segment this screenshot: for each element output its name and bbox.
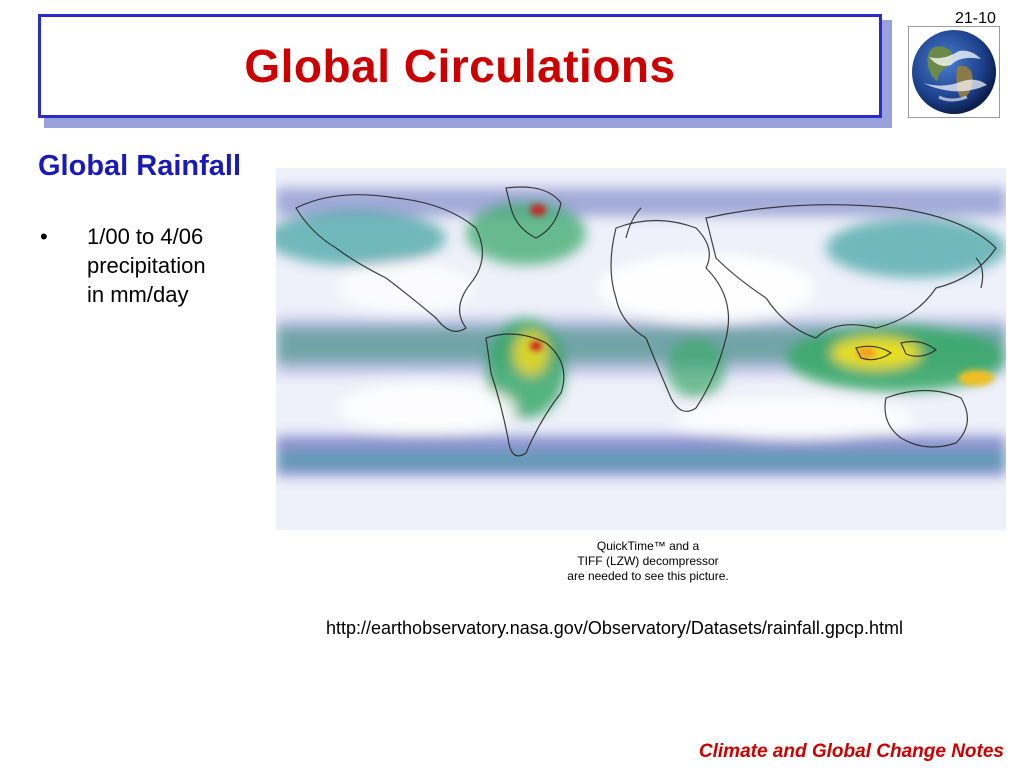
coastline-outlines	[295, 186, 997, 457]
slide-number: 21-10	[955, 10, 996, 27]
bullet-marker: •	[40, 224, 48, 249]
section-heading: Global Rainfall	[38, 150, 242, 182]
placeholder-line: TIFF (LZW) decompressor	[577, 554, 719, 568]
global-rainfall-map-image	[266, 168, 1006, 530]
footer-text: Climate and Global Change Notes	[698, 741, 1004, 762]
placeholder-line: QuickTime™ and a	[596, 539, 700, 553]
bullet-line: 1/00 to 4/06	[87, 224, 204, 249]
bullet-line: precipitation	[87, 253, 206, 278]
globe-icon	[912, 30, 996, 114]
image-placeholder-note: QuickTime™ and a TIFF (LZW) decompressor…	[540, 539, 756, 584]
earth-globe-image	[908, 26, 1000, 118]
rainfall-map	[266, 168, 1006, 530]
slide-title: Global Circulations	[244, 40, 676, 92]
bullet-line: in mm/day	[87, 282, 189, 307]
source-url: http://earthobservatory.nasa.gov/Observa…	[326, 618, 903, 638]
placeholder-line: are needed to see this picture.	[567, 569, 729, 583]
bullet-text: 1/00 to 4/06 precipitation in mm/day	[87, 222, 257, 309]
title-box: Global Circulations	[38, 14, 882, 118]
